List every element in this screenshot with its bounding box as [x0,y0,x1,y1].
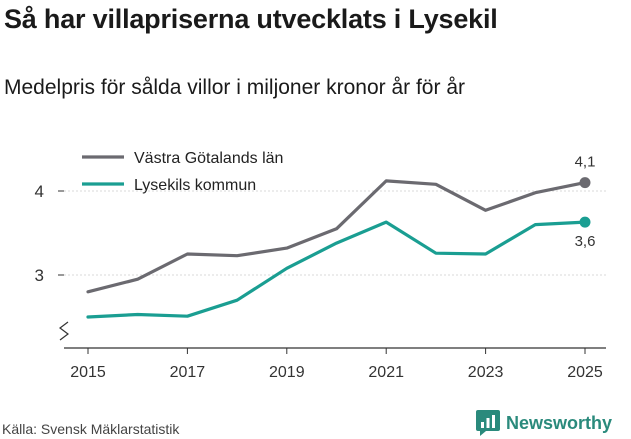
x-tick-label: 2025 [567,364,603,381]
series-end-label-0: 4,1 [575,154,596,171]
axis-break-icon [59,321,69,341]
y-tick-label: 3 [35,266,44,285]
series-line-0 [86,179,587,294]
brand-name: Newsworthy [506,412,613,433]
chart-title: Så har villapriserna utvecklats i Lyseki… [4,4,498,34]
x-tick-label: 2021 [368,364,404,381]
x-tick-label: 2019 [269,364,305,381]
brand-logo: Newsworthy [476,408,612,438]
x-tick-label: 2017 [170,364,206,381]
series-end-point-1 [579,216,591,228]
series-line-1 [86,220,587,319]
chart-subtitle: Medelpris för sålda villor i miljoner kr… [4,76,465,99]
newsworthy-logo-icon [476,410,500,436]
y-tick-label: 4 [35,182,44,201]
series-end-label-1: 3,6 [575,233,596,250]
x-tick-label: 2015 [70,364,106,381]
series-end-point-0 [579,177,591,189]
x-tick-label: 2023 [468,364,504,381]
source-note: Källa: Svensk Mäklarstatistik [2,421,180,437]
legend-label-0: Västra Götalands län [134,150,283,167]
legend-label-1: Lysekils kommun [134,177,256,194]
